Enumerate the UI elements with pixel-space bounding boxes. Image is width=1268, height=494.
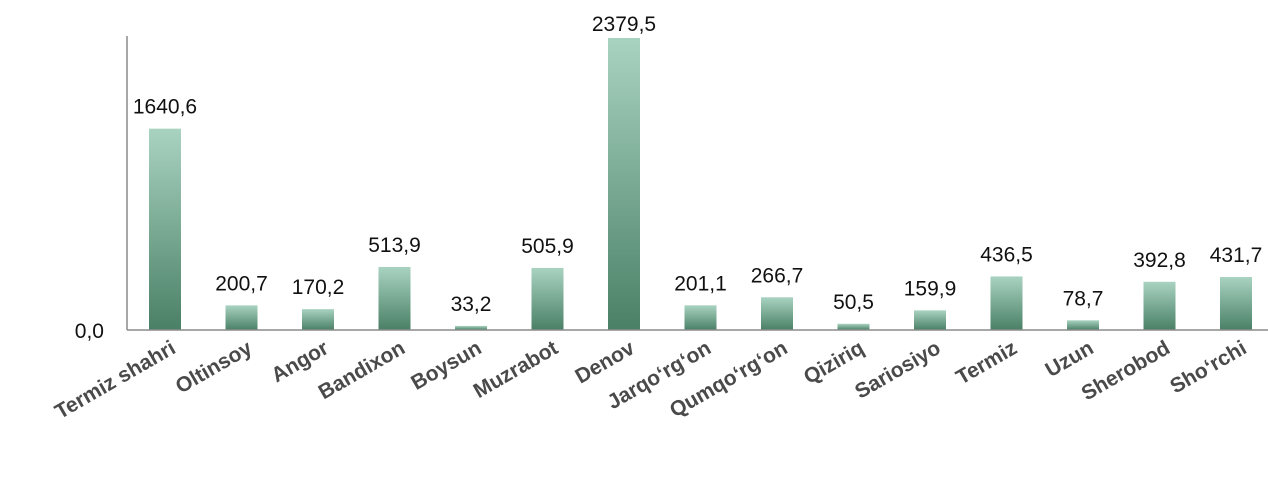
bar-value-label: 78,7 <box>1063 287 1104 310</box>
bar <box>914 310 946 330</box>
category-label: Uzun <box>1042 336 1098 382</box>
bar <box>531 267 564 330</box>
bar-value-label: 266,7 <box>751 264 804 287</box>
category-label: Termiz shahri <box>51 336 179 423</box>
bar <box>455 325 487 330</box>
bar-value-label: 50,5 <box>833 291 874 314</box>
bar <box>761 297 793 330</box>
bar-value-label: 1640,6 <box>133 96 197 119</box>
bar <box>990 276 1023 330</box>
category-label: Sariosiyo <box>851 336 944 403</box>
bars <box>149 38 1252 330</box>
category-label: Muzrabot <box>470 336 562 403</box>
bar <box>302 309 334 330</box>
bar <box>1220 277 1252 330</box>
category-label: Termiz <box>952 336 1021 389</box>
bar <box>608 38 640 330</box>
bar-value-label: 513,9 <box>368 234 421 257</box>
category-label: Bandixon <box>315 336 409 404</box>
bar <box>1143 281 1176 330</box>
bar <box>149 128 181 330</box>
bar-value-label: 201,1 <box>674 272 727 295</box>
value-labels: 1640,6 200,7 170,2 513,9 33,2 505,9 2379,5 201,… <box>133 13 1262 316</box>
category-label: Sherobod <box>1078 336 1174 405</box>
bar-value-label: 2379,5 <box>592 13 656 36</box>
bar-value-label: 170,2 <box>292 276 345 299</box>
bar <box>225 305 258 330</box>
bar-value-label: 505,9 <box>521 235 574 258</box>
bar-value-label: 392,8 <box>1133 249 1186 272</box>
bar <box>378 266 411 330</box>
bar-value-label: 431,7 <box>1210 244 1263 267</box>
y-tick-label: 0,0 <box>75 320 104 343</box>
bar-value-label: 33,2 <box>451 293 492 316</box>
bar <box>837 323 870 330</box>
bar-value-label: 200,7 <box>215 272 268 295</box>
bar <box>684 305 717 330</box>
bar <box>1067 320 1099 330</box>
bar-value-label: 159,9 <box>904 277 957 300</box>
category-label: Oltinsoy <box>172 336 257 398</box>
category-label: Sho‘rchi <box>1166 336 1250 398</box>
bar-value-label: 436,5 <box>980 243 1033 266</box>
